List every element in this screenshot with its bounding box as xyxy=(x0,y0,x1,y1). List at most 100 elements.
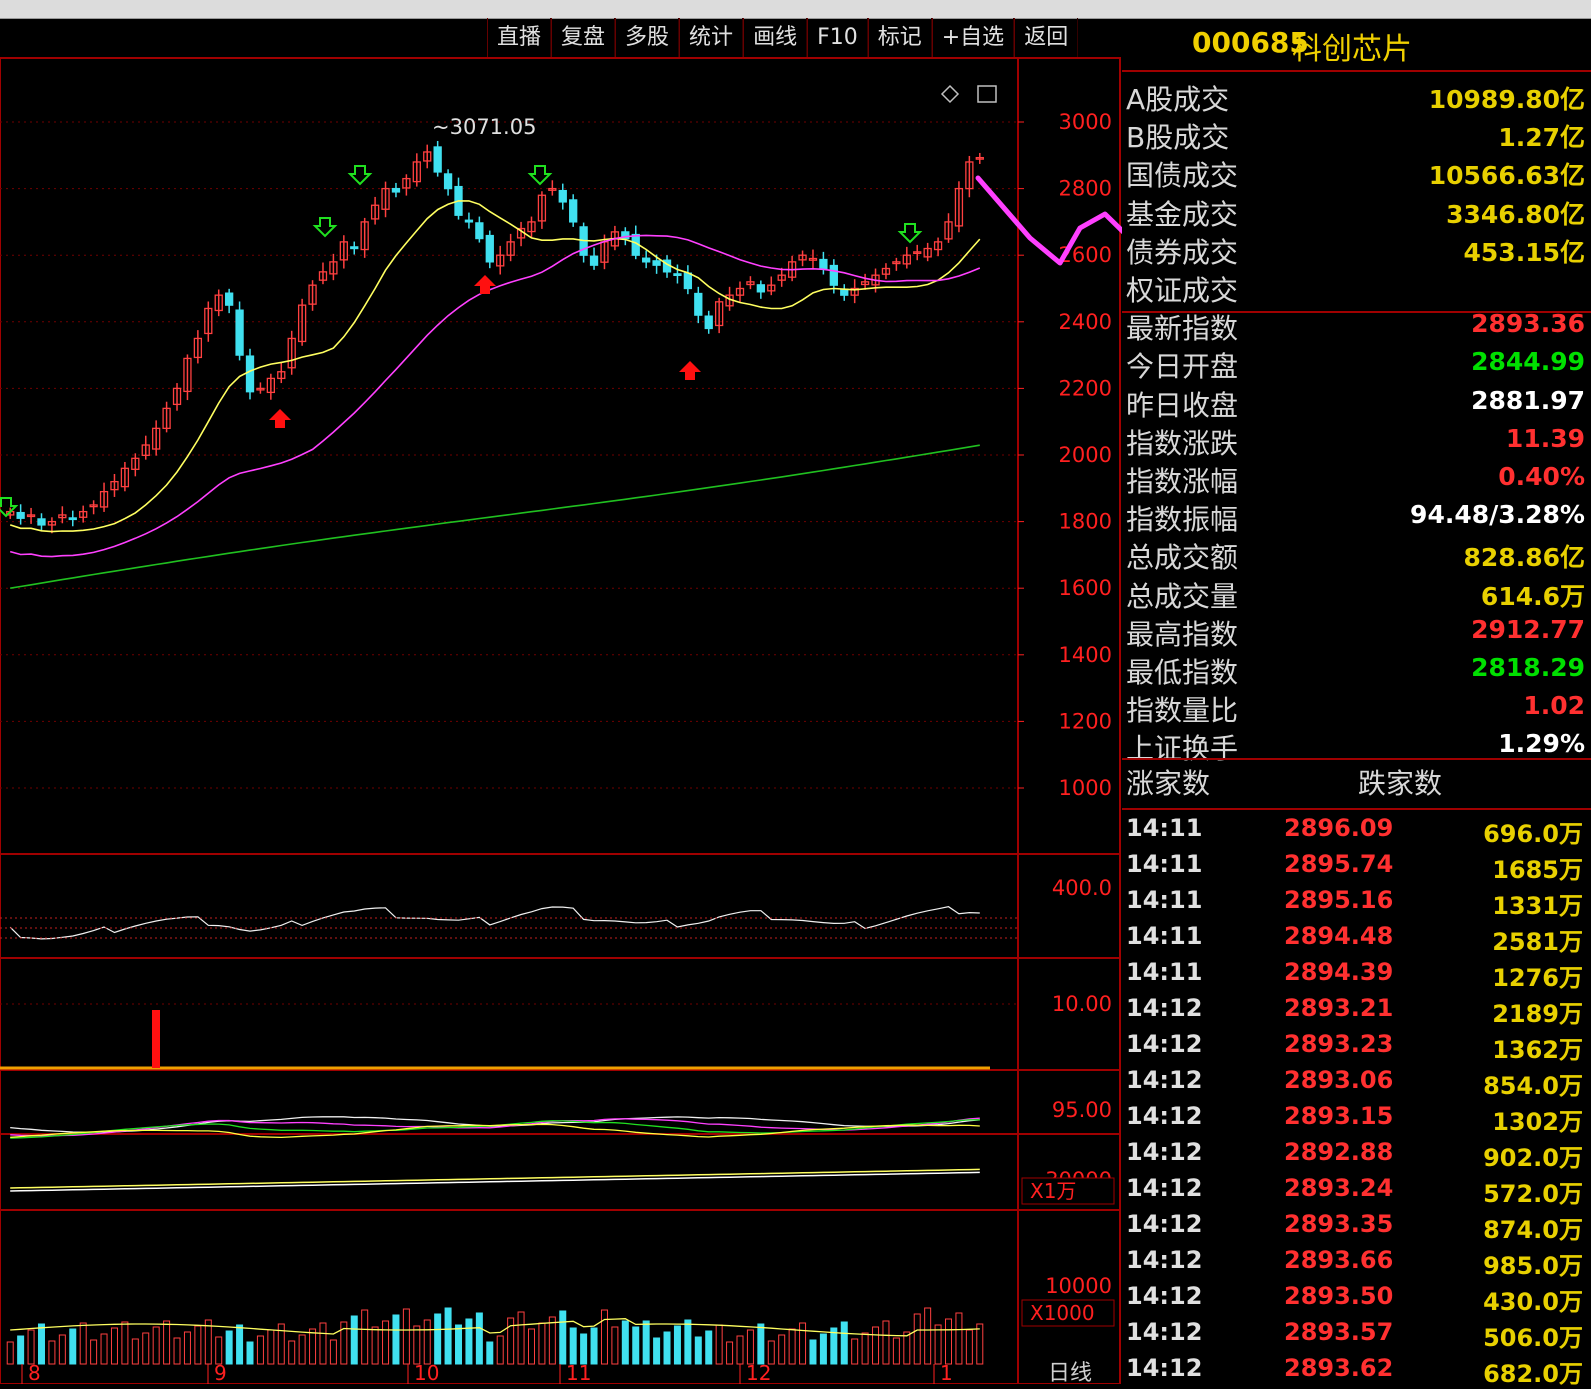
month-label: 10 xyxy=(414,1361,439,1384)
toolbar-button-2[interactable]: 多股 xyxy=(615,18,680,58)
tick-volume: 1276万 xyxy=(1492,964,1583,992)
toolbar-button-7[interactable]: +自选 xyxy=(931,18,1015,58)
volume-bar xyxy=(309,1328,317,1365)
candle-body xyxy=(735,287,745,296)
volume-bar xyxy=(861,1332,869,1365)
tick-row[interactable]: 14:11 2896.09 696.0万 xyxy=(1122,814,1591,848)
candle-body xyxy=(527,221,536,233)
volume-bar xyxy=(715,1324,723,1365)
candle-body xyxy=(694,292,703,316)
tick-row[interactable]: 14:11 2895.16 1331万 xyxy=(1122,886,1591,920)
candle-body xyxy=(297,304,307,343)
volume-bar xyxy=(642,1320,650,1365)
candle-body xyxy=(266,377,276,394)
tick-row[interactable]: 14:11 2894.39 1276万 xyxy=(1122,958,1591,992)
toolbar-button-0[interactable]: 直播 xyxy=(487,18,552,58)
tick-volume: 1302万 xyxy=(1492,1108,1583,1136)
up-count-label: 涨家数 xyxy=(1126,767,1211,800)
candle-body xyxy=(224,292,234,306)
candle-body xyxy=(412,161,421,183)
volume-bar xyxy=(246,1341,254,1365)
candle-body xyxy=(892,261,901,265)
volume-bar xyxy=(778,1334,786,1365)
volume-bar xyxy=(402,1308,410,1365)
candle-body xyxy=(569,199,578,223)
tick-row[interactable]: 14:12 2893.21 2189万 xyxy=(1122,994,1591,1028)
tick-time: 14:11 xyxy=(1126,814,1203,842)
volume-bar xyxy=(569,1327,577,1365)
tick-row[interactable]: 14:12 2893.15 1302万 xyxy=(1122,1102,1591,1136)
tick-time: 14:12 xyxy=(1126,1318,1203,1346)
tick-row[interactable]: 14:12 2893.50 430.0万 xyxy=(1122,1282,1591,1316)
sub-axis-label: 10.00 xyxy=(1052,992,1112,1016)
candle-body xyxy=(714,301,724,327)
candle-body xyxy=(954,187,964,227)
volume-bar xyxy=(517,1311,525,1365)
toolbar-button-8[interactable]: 返回 xyxy=(1014,18,1079,58)
toolbar-button-1[interactable]: 复盘 xyxy=(551,18,616,58)
divider xyxy=(1122,758,1591,760)
tick-price: 2893.50 xyxy=(1284,1282,1394,1310)
kline-chart[interactable]: 3000280026002400220020001800160014001200… xyxy=(0,18,1122,1384)
volume-bar xyxy=(496,1335,504,1365)
tick-row[interactable]: 14:12 2893.23 1362万 xyxy=(1122,1030,1591,1064)
tick-row[interactable]: 14:12 2893.62 682.0万 xyxy=(1122,1354,1591,1388)
candle-body xyxy=(496,254,505,267)
candle-body xyxy=(850,287,859,296)
tick-time: 14:12 xyxy=(1126,994,1203,1022)
stat-label: 国债成交 xyxy=(1126,159,1239,193)
tick-price: 2893.23 xyxy=(1284,1030,1394,1058)
candle-body xyxy=(47,520,57,526)
hand-drawn-trend-line xyxy=(975,175,1122,266)
volume-bar xyxy=(319,1322,327,1365)
tick-price: 2893.21 xyxy=(1284,994,1394,1022)
month-label: 1 xyxy=(940,1361,953,1384)
candle-body xyxy=(172,387,182,406)
candle-body xyxy=(777,274,786,281)
tick-row[interactable]: 14:12 2893.06 854.0万 xyxy=(1122,1066,1591,1100)
volume-bar xyxy=(69,1328,77,1365)
tick-row[interactable]: 14:12 2893.24 572.0万 xyxy=(1122,1174,1591,1208)
tick-row[interactable]: 14:12 2893.57 506.0万 xyxy=(1122,1318,1591,1352)
candle-body xyxy=(829,264,838,286)
candle-body xyxy=(360,221,369,251)
tick-row[interactable]: 14:11 2895.74 1685万 xyxy=(1122,850,1591,884)
volume-bar xyxy=(288,1340,296,1365)
volume-bar xyxy=(225,1330,233,1365)
tick-row[interactable]: 14:12 2893.66 985.0万 xyxy=(1122,1246,1591,1280)
volume-bar xyxy=(903,1331,911,1365)
diamond-icon xyxy=(940,84,960,104)
month-label: 12 xyxy=(746,1361,771,1384)
price-axis-label: 2200 xyxy=(1059,376,1112,400)
volume-bar xyxy=(600,1309,608,1365)
volume-bar xyxy=(236,1324,244,1365)
stat-value: 1.02 xyxy=(1523,691,1585,721)
volume-bar xyxy=(371,1326,379,1365)
sub-axis-label: 95.00 xyxy=(1052,1098,1112,1122)
volume-bar xyxy=(767,1340,775,1365)
stat-value: 453.15亿 xyxy=(1463,237,1585,267)
volume-bar xyxy=(611,1326,619,1365)
toolbar-button-3[interactable]: 统计 xyxy=(679,18,744,58)
toolbar-button-4[interactable]: 画线 xyxy=(743,18,808,58)
volume-bar xyxy=(945,1318,953,1365)
tick-row[interactable]: 14:12 2892.88 902.0万 xyxy=(1122,1138,1591,1172)
tick-row[interactable]: 14:11 2894.48 2581万 xyxy=(1122,922,1591,956)
stat-value: 2844.99 xyxy=(1471,347,1585,377)
stat-value: 11.39 xyxy=(1505,423,1585,453)
stat-value: 10566.63亿 xyxy=(1428,161,1585,191)
price-axis-label: 1800 xyxy=(1059,510,1112,534)
toolbar-button-5[interactable]: F10 xyxy=(807,18,868,58)
tick-volume: 854.0万 xyxy=(1483,1072,1583,1100)
toolbar-button-6[interactable]: 标记 xyxy=(867,18,932,58)
candle-body xyxy=(485,234,494,263)
volume-bar xyxy=(465,1318,473,1365)
candle-body xyxy=(673,273,682,276)
volume-bar xyxy=(965,1329,973,1365)
stat-value: 0.40% xyxy=(1498,462,1585,491)
accumulation-line xyxy=(10,1168,980,1189)
candle-body xyxy=(37,518,46,526)
tick-time: 14:12 xyxy=(1126,1066,1203,1094)
volume-bar xyxy=(256,1335,264,1365)
tick-row[interactable]: 14:12 2893.35 874.0万 xyxy=(1122,1210,1591,1244)
